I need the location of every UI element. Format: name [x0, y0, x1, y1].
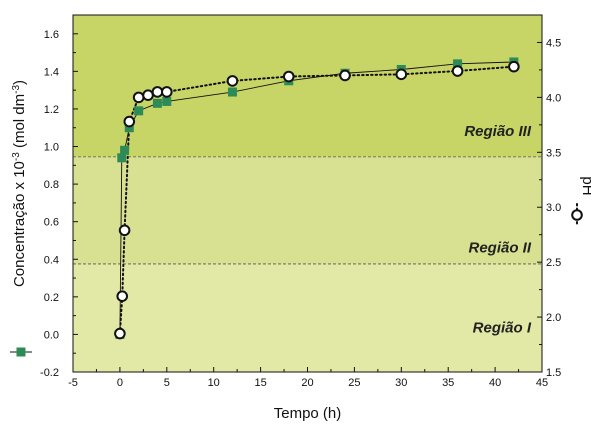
- data-point-square: [152, 98, 162, 108]
- x-tick-label: 0: [117, 377, 123, 389]
- y-left-tick-label: 0.4: [44, 254, 59, 266]
- data-point-circle: [142, 89, 154, 101]
- y-left-axis-ticks: -0.2 0.0 0.2 0.4 0.6 0.8 1.0 1.2 1.4 1.6: [40, 14, 78, 379]
- region-background-2: [73, 156, 542, 264]
- y-right-tick-label: 4.0: [546, 92, 561, 104]
- x-tick-label: 5: [164, 377, 170, 389]
- data-point-circle: [132, 91, 145, 104]
- data-point-square: [227, 87, 237, 97]
- x-axis-title: Tempo (h): [274, 405, 342, 422]
- y-left-tick-label: 1.6: [44, 29, 59, 41]
- data-point-circle: [282, 70, 295, 83]
- y-left-tick-label: 0.8: [44, 179, 59, 191]
- data-point-square: [162, 96, 172, 106]
- y-left-title-suffix-exponent: -3: [11, 85, 22, 94]
- region-labels: Região I Região II Região III: [464, 123, 532, 336]
- x-tick-label: 45: [536, 377, 548, 389]
- y-left-axis-title: Concentração x 10-3 (mol dm-3): [11, 80, 29, 287]
- series-layer: [114, 57, 520, 340]
- y-left-tick-label: 0.6: [44, 217, 59, 229]
- legend-square-icon: [16, 347, 26, 357]
- legend-circle-marker: [571, 203, 583, 227]
- y-right-tick-label: 2.0: [546, 312, 561, 324]
- x-axis-ticks: -5 0 5 10 15 20 25 30 35 40 45: [68, 367, 548, 389]
- region-background-1: [73, 263, 542, 372]
- region-label-1: Região I: [473, 320, 532, 337]
- data-point-square: [124, 123, 134, 133]
- x-tick-label: 35: [442, 377, 454, 389]
- x-tick-label: 10: [208, 377, 220, 389]
- region-backgrounds: [73, 15, 542, 372]
- y-right-tick-label: 1.5: [546, 367, 561, 379]
- y-right-tick-label: 3.5: [546, 147, 561, 159]
- y-left-tick-label: 0.0: [44, 329, 59, 341]
- data-point-circle: [114, 327, 126, 340]
- x-tick-label: 20: [301, 377, 313, 389]
- y-left-tick-label: -0.2: [40, 367, 59, 379]
- data-point-circle: [395, 68, 408, 81]
- legend-circle-icon: [571, 209, 583, 221]
- region-background-3: [73, 15, 542, 157]
- data-point-circle: [451, 65, 464, 77]
- y-left-tick-label: 0.2: [44, 292, 59, 304]
- data-point-square: [134, 106, 144, 116]
- y-right-axis-ticks: 1.5 2.0 2.5 3.0 3.5 4.0 4.5: [537, 37, 561, 379]
- x-tick-label: 30: [395, 377, 407, 389]
- y-left-title-close: ): [11, 80, 28, 85]
- region-boundaries: [73, 156, 542, 265]
- x-tick-label: -5: [68, 377, 78, 389]
- y-left-title-prefix: Concentração x 10: [11, 161, 28, 287]
- data-point-circle: [151, 86, 164, 98]
- y-right-axis-title: pH: [579, 176, 591, 195]
- x-tick-label: 15: [254, 377, 266, 389]
- y-right-tick-label: 2.5: [546, 257, 561, 269]
- y-left-tick-label: 1.4: [44, 66, 59, 78]
- y-right-tick-label: 4.5: [546, 37, 561, 49]
- legend-square-marker: [10, 347, 32, 357]
- data-point-circle: [116, 290, 129, 303]
- y-left-tick-label: 1.2: [44, 104, 59, 116]
- data-point-circle: [123, 115, 136, 128]
- x-tick-label: 40: [489, 377, 501, 389]
- data-point-square: [453, 59, 463, 69]
- region-label-3: Região III: [464, 123, 532, 140]
- data-point-circle: [118, 224, 131, 237]
- y-left-title-exponent: -3: [11, 152, 22, 161]
- y-right-tick-label: 3.0: [546, 202, 561, 214]
- data-point-circle: [226, 75, 239, 87]
- data-point-circle: [508, 60, 520, 73]
- data-point-circle: [161, 86, 173, 98]
- data-point-square: [120, 145, 130, 155]
- y-left-title-suffix: (mol dm: [11, 94, 28, 152]
- y-left-tick-label: 1.0: [44, 142, 59, 154]
- data-point-square: [117, 153, 127, 163]
- data-point-circle: [339, 69, 351, 82]
- region-label-2: Região II: [468, 240, 531, 257]
- x-tick-label: 25: [348, 377, 360, 389]
